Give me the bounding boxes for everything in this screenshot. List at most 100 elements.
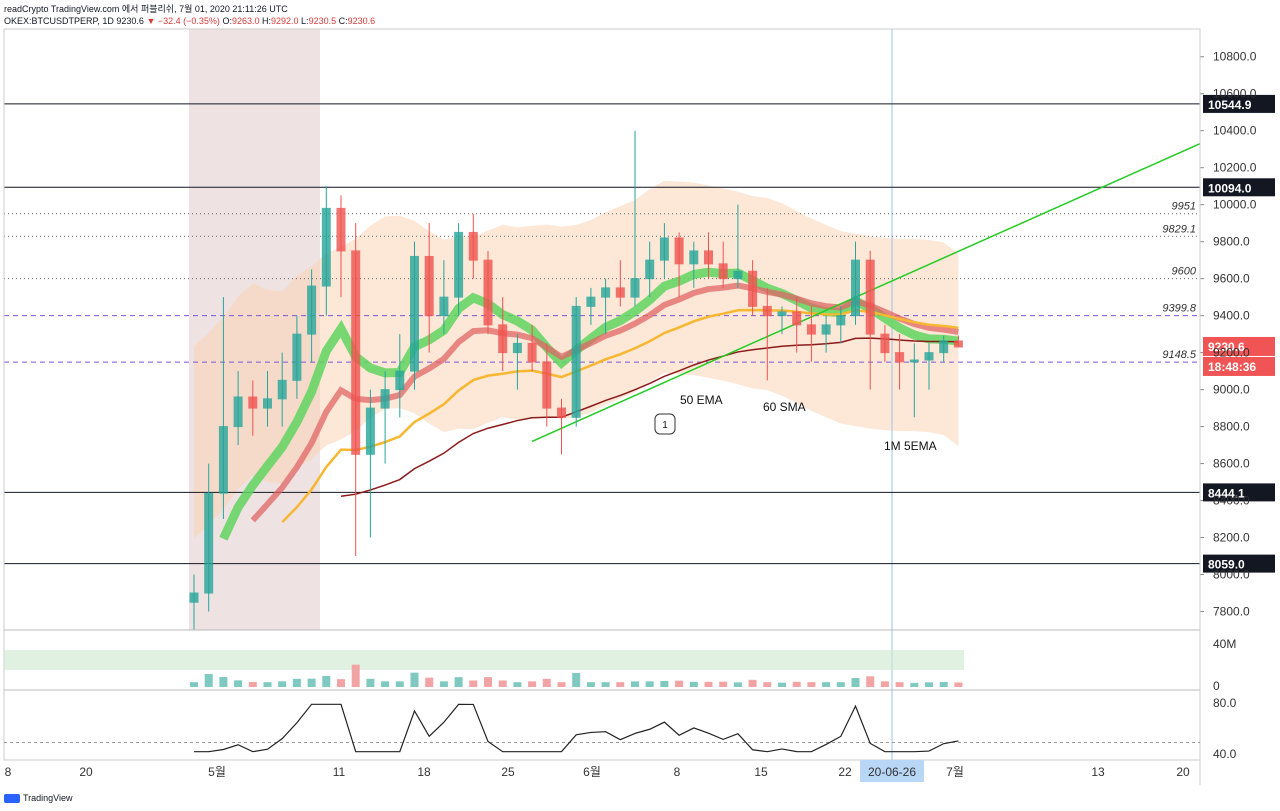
candle: [880, 324, 890, 362]
candle-body: [233, 396, 243, 428]
candle: [189, 574, 199, 630]
volume-bar: [381, 681, 390, 687]
candle: [586, 287, 596, 325]
candle: [527, 324, 537, 372]
volume-bar: [307, 678, 316, 687]
candle-body: [777, 311, 787, 317]
candle-body: [248, 396, 258, 409]
volume-bar: [425, 677, 434, 687]
tradingview-icon: [4, 793, 20, 803]
volume-bar: [190, 682, 198, 687]
candle-body: [806, 324, 816, 335]
candle: [748, 260, 758, 316]
volume-bar: [410, 672, 419, 687]
volume-bar: [469, 680, 478, 687]
price-level-label: 10544.9: [1208, 98, 1252, 112]
volume-bar: [322, 676, 331, 687]
brand-label: TradingView: [23, 793, 73, 803]
time-cursor-box: [860, 760, 924, 782]
volume-bar: [822, 682, 831, 687]
candle-body: [336, 207, 346, 252]
candle-body: [277, 379, 287, 400]
candle: [277, 352, 287, 427]
candle: [821, 315, 831, 353]
volume-bar: [234, 680, 243, 687]
candle: [895, 334, 905, 390]
x-tick-label: 8: [674, 765, 681, 779]
y-tick-label: 8600.0: [1213, 457, 1250, 471]
oscillator-tick-label: 80.0: [1213, 696, 1237, 710]
candle: [601, 278, 611, 335]
candle-body: [365, 407, 375, 455]
last-price: 9230.6: [116, 16, 144, 26]
annotation-1m-5ema: 1M 5EMA: [884, 439, 937, 453]
candle-body: [880, 333, 890, 354]
volume-bar: [895, 682, 904, 687]
x-tick-label: 6월: [583, 765, 601, 779]
candle: [218, 297, 228, 520]
candle-body: [454, 231, 464, 298]
candle-body: [321, 207, 331, 287]
volume-bar: [586, 682, 595, 687]
candle: [645, 241, 655, 298]
candle-body: [189, 592, 199, 603]
candle: [233, 371, 243, 446]
candle: [939, 335, 949, 362]
candle-body: [307, 285, 317, 335]
x-tick-label: 15: [754, 765, 768, 779]
y-tick-label: 8200.0: [1213, 531, 1250, 545]
price-level-tag: [1203, 483, 1275, 502]
x-tick-label: 13: [1091, 765, 1105, 779]
volume-tick-label: 0: [1213, 679, 1220, 693]
y-tick-label: 10400.0: [1213, 124, 1257, 138]
candle: [424, 223, 434, 353]
high-value: 9292.0: [271, 16, 299, 26]
candle: [792, 297, 802, 353]
price-level-label: 9148.5: [1162, 349, 1197, 361]
candle: [674, 232, 684, 298]
candle: [439, 260, 449, 335]
y-tick-label: 8800.0: [1213, 420, 1250, 434]
sma-line: [281, 308, 959, 524]
candle-body: [909, 359, 919, 363]
candle-body: [527, 342, 537, 363]
candle-body: [792, 311, 802, 326]
y-tick-label: 10200.0: [1213, 161, 1257, 175]
candle: [851, 241, 860, 325]
volume-bar: [278, 681, 287, 687]
volume-bar: [337, 679, 345, 687]
y-tick-label: 9400.0: [1213, 309, 1250, 323]
candle-body: [645, 259, 655, 280]
volume-bar: [528, 681, 537, 687]
candle-body: [895, 352, 905, 363]
candle-body: [380, 389, 390, 409]
volume-bar: [925, 682, 933, 687]
candle: [468, 213, 478, 279]
volume-bar: [248, 682, 257, 687]
x-tick-label: 20: [1176, 765, 1190, 779]
candle-body: [615, 287, 625, 298]
volume-bar: [484, 677, 492, 687]
volume-bar: [748, 679, 757, 687]
candle: [615, 260, 625, 307]
volume-bar: [219, 677, 228, 687]
candle-body: [704, 250, 713, 265]
candle-body: [424, 255, 434, 317]
candle-body: [263, 398, 272, 409]
candle: [380, 371, 390, 464]
volume-bar: [689, 681, 698, 687]
candle: [630, 130, 640, 307]
y-tick-label: 9000.0: [1213, 383, 1250, 397]
candle-body: [836, 315, 846, 326]
publish-info: readCrypto TradingView.com 에서 퍼블리쉬, 7월 0…: [4, 4, 288, 14]
candle: [836, 306, 846, 344]
candle-body: [939, 340, 949, 354]
volume-bar: [704, 681, 713, 687]
candle: [248, 380, 258, 436]
volume-bar: [645, 681, 654, 687]
candle: [351, 223, 361, 557]
candle-body: [718, 263, 728, 280]
candle: [689, 241, 699, 288]
volume-bar: [910, 682, 919, 687]
